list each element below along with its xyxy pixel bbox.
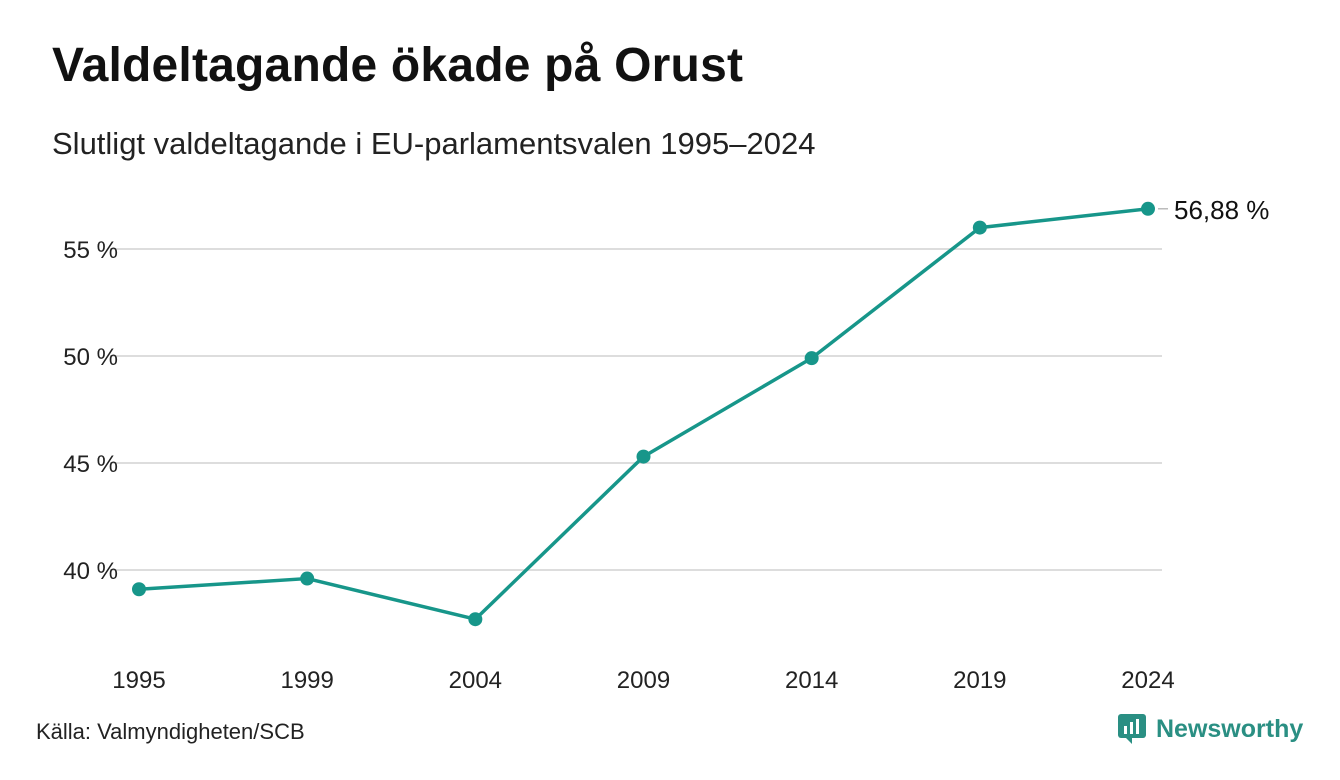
y-tick-label: 45 % (63, 451, 118, 478)
y-axis-ticks: 40 % 45 % 50 % 55 % (63, 237, 118, 585)
data-point (636, 449, 651, 464)
chart-subtitle: Slutligt valdeltagande i EU-parlamentsva… (52, 126, 816, 161)
y-tick-label: 40 % (63, 558, 118, 585)
newsworthy-logo-icon (1118, 714, 1146, 744)
x-tick-label: 2014 (785, 667, 838, 694)
x-tick-label: 2009 (617, 667, 670, 694)
x-tick-label: 1995 (112, 667, 165, 694)
data-point (972, 220, 987, 235)
data-point (1141, 201, 1155, 216)
data-point (804, 351, 819, 366)
end-value-label: 56,88 % (1174, 195, 1269, 225)
y-tick-label: 50 % (63, 344, 118, 371)
chart-title: Valdeltagande ökade på Orust (52, 39, 744, 92)
data-point (132, 582, 146, 597)
brand-name: Newsworthy (1156, 714, 1304, 743)
data-point (468, 612, 483, 627)
x-tick-label: 2019 (953, 667, 1006, 694)
gridlines (110, 248, 1162, 571)
end-label-layer: 56,88 % (1158, 195, 1269, 225)
x-tick-label: 2004 (449, 667, 502, 694)
x-axis-ticks: 1995 1999 2004 2009 2014 2019 2024 (112, 667, 1174, 694)
series-line (137, 207, 1150, 621)
data-point (300, 571, 315, 586)
source-note: Källa: Valmyndigheten/SCB (36, 719, 305, 744)
y-tick-label: 55 % (63, 237, 118, 264)
x-tick-label: 1999 (280, 667, 333, 694)
series-line-layer (137, 207, 1150, 621)
brand-logo[interactable]: Newsworthy (1118, 714, 1303, 744)
x-tick-label: 2024 (1121, 667, 1174, 694)
series-points (132, 201, 1155, 627)
